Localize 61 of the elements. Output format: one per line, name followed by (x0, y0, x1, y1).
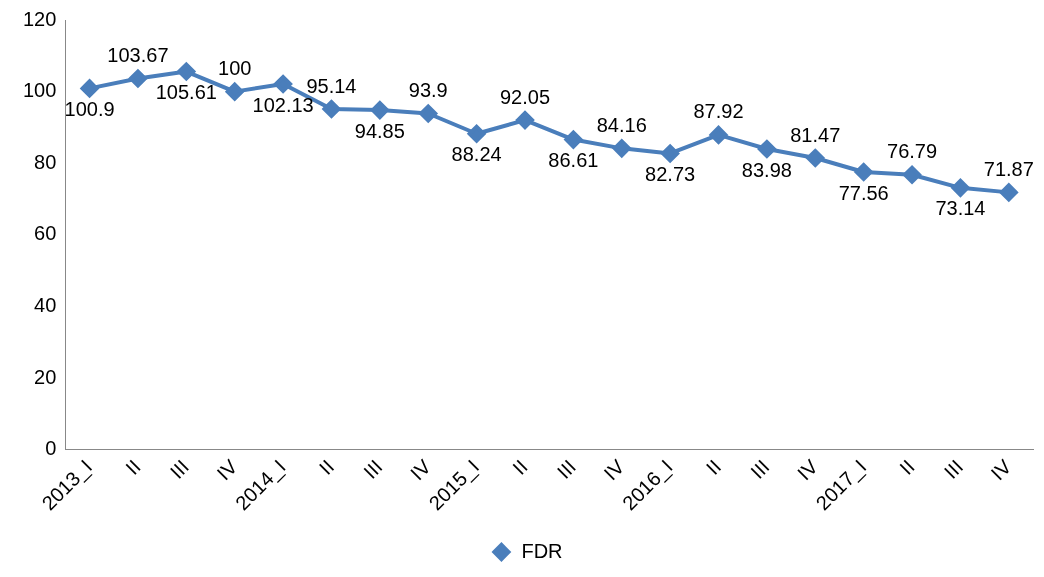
point (128, 69, 147, 88)
y-tick-label: 20 (34, 365, 57, 388)
data-label: 100.9 (64, 97, 115, 120)
data-label: 81.47 (790, 123, 841, 146)
y-tick-label: 40 (34, 294, 57, 317)
x-tick-label: II (701, 455, 726, 479)
point (709, 125, 728, 144)
point (515, 111, 534, 130)
x-tick-label: III (939, 455, 968, 483)
x-tick-label: IV (212, 454, 242, 485)
y-tick-label: 100 (22, 79, 57, 102)
point (612, 139, 631, 158)
x-tick-label: II (121, 455, 145, 479)
data-label: 93.9 (408, 78, 448, 101)
y-tick-label: 0 (45, 437, 57, 460)
point (322, 100, 341, 119)
data-label: 100 (218, 57, 252, 80)
point (661, 144, 680, 163)
point (225, 82, 244, 101)
x-tick-label: III (359, 455, 387, 483)
data-label: 76.79 (887, 140, 938, 163)
legend-label: FDR (521, 539, 563, 562)
point (467, 124, 486, 143)
x-tick-label: II (508, 455, 532, 479)
data-label: 71.87 (983, 157, 1034, 180)
x-tick-label: III (165, 455, 194, 483)
data-label: 83.98 (741, 158, 792, 181)
x-tick-label: II (314, 455, 339, 479)
x-tick-label: IV (986, 454, 1016, 485)
data-label: 103.67 (107, 44, 169, 66)
point (274, 75, 293, 93)
point (903, 165, 922, 184)
point (177, 62, 196, 81)
y-tick-label: 120 (22, 7, 57, 30)
x-tick-label: III (746, 455, 774, 483)
point (999, 183, 1018, 202)
data-label: 92.05 (499, 85, 551, 108)
point (951, 178, 970, 197)
data-label: 94.85 (354, 119, 405, 142)
data-label: 88.24 (451, 143, 502, 166)
point (806, 148, 825, 167)
data-label: 87.92 (693, 100, 744, 123)
x-tick-label: IV (599, 454, 629, 485)
point (419, 104, 438, 123)
y-tick-label: 80 (34, 150, 57, 173)
point (80, 79, 99, 98)
data-label: 105.61 (155, 81, 217, 104)
data-label: 86.61 (548, 149, 599, 172)
data-label: 82.73 (645, 163, 696, 185)
data-label: 84.16 (596, 113, 647, 136)
x-tick-label: III (552, 455, 581, 483)
x-tick-label: II (895, 455, 919, 479)
data-label: 77.56 (838, 181, 889, 204)
x-tick-label: IV (406, 454, 436, 485)
y-tick-label: 60 (34, 222, 57, 245)
point (370, 101, 389, 120)
data-label: 73.14 (935, 197, 986, 220)
x-tick-label: IV (793, 454, 823, 485)
point (757, 140, 776, 158)
point (854, 163, 873, 181)
point (564, 130, 583, 149)
